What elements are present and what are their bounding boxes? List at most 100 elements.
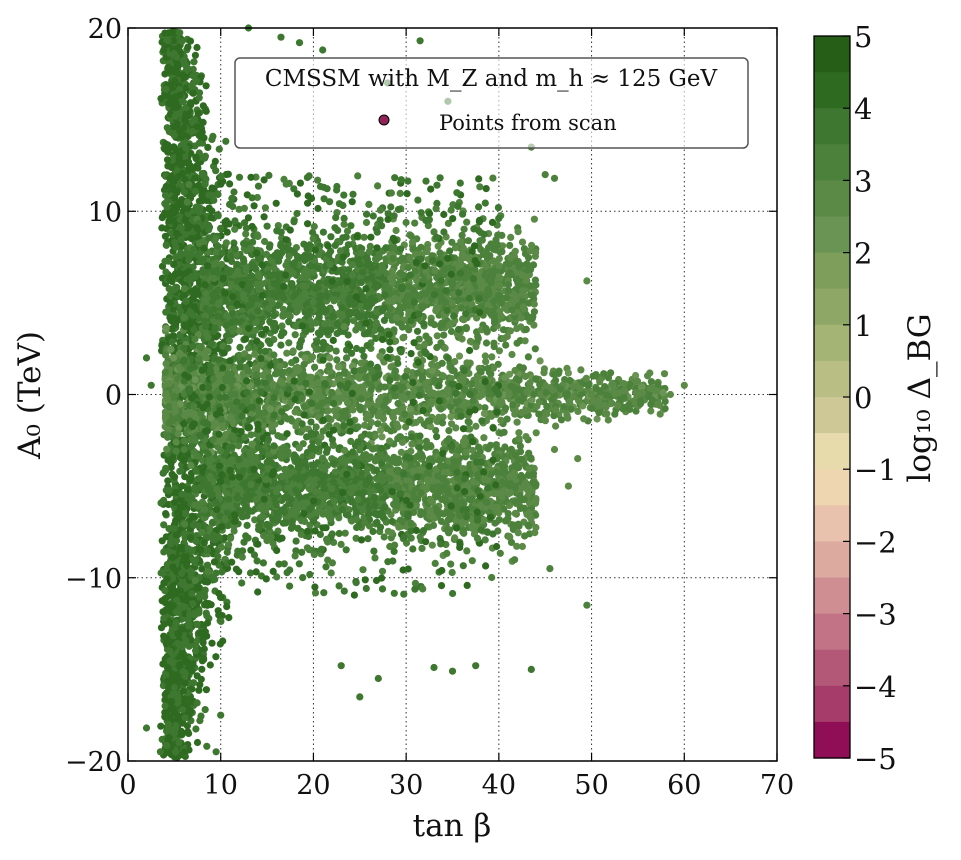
scatter-point: [203, 562, 210, 569]
scatter-point: [513, 275, 520, 282]
scatter-point: [180, 688, 187, 695]
scatter-point: [433, 344, 440, 351]
scatter-point: [194, 699, 201, 706]
scatter-point: [195, 687, 202, 694]
scatter-point: [190, 58, 197, 65]
scatter-point: [338, 295, 345, 302]
scatter-point: [187, 708, 194, 715]
scatter-point: [398, 320, 405, 327]
scatter-point: [178, 455, 185, 462]
scatter-point: [506, 269, 513, 276]
scatter-point: [514, 340, 521, 347]
scatter-point: [483, 339, 490, 346]
scatter-point: [417, 244, 424, 251]
scatter-point: [363, 219, 370, 226]
scatter-point: [232, 318, 239, 325]
scatter-point: [161, 70, 168, 77]
scatter-point: [440, 332, 447, 339]
scatter-point: [164, 156, 171, 163]
scatter-point: [271, 280, 278, 287]
scatter-point: [406, 255, 413, 262]
scatter-point: [531, 301, 538, 308]
scatter-point: [181, 749, 188, 756]
scatter-point: [191, 116, 198, 123]
scatter-point: [178, 570, 185, 577]
scatter-point: [163, 749, 170, 756]
scatter-point: [399, 334, 406, 341]
scatter-point: [162, 268, 169, 275]
scatter-point: [327, 233, 334, 240]
scatter-point: [165, 217, 172, 224]
scatter-point: [345, 241, 352, 248]
scatter-point: [208, 214, 215, 221]
scatter-point: [217, 618, 224, 625]
scatter-point: [359, 269, 366, 276]
scatter-point: [166, 276, 173, 283]
scatter-point: [477, 246, 484, 253]
scatter-point: [434, 304, 441, 311]
scatter-point: [172, 253, 179, 260]
scatter-point: [502, 342, 509, 349]
scatter-point: [363, 303, 370, 310]
scatter-point: [423, 290, 430, 297]
scatter-point: [202, 181, 209, 188]
scatter-point: [180, 503, 187, 510]
scatter-point: [194, 123, 201, 130]
scatter-point: [181, 658, 188, 665]
scatter-point: [519, 287, 526, 294]
scatter-point: [519, 239, 526, 246]
scatter-point: [196, 629, 203, 636]
scatter-point: [405, 283, 412, 290]
scatter-point: [223, 217, 230, 224]
scatter-point: [193, 77, 200, 84]
scatter-point: [332, 242, 339, 249]
scatter-point: [523, 277, 530, 284]
scatter-point: [178, 38, 185, 45]
scatter-point: [169, 338, 176, 345]
scatter-point: [381, 291, 388, 298]
scatter-point: [349, 261, 356, 268]
scatter-point: [356, 261, 363, 268]
scatter-point: [448, 239, 455, 246]
scatter-point: [442, 298, 449, 305]
scatter-point: [162, 86, 169, 93]
scatter-point: [236, 344, 243, 351]
scatter-point: [498, 232, 505, 239]
scatter-point: [193, 44, 200, 51]
scatter-point: [178, 491, 185, 498]
scatter-point: [160, 497, 167, 504]
scatter-point: [163, 635, 170, 642]
scatter-point: [171, 194, 178, 201]
scatter-point: [205, 600, 212, 607]
scatter-point: [171, 145, 178, 152]
scatter-point: [493, 242, 500, 249]
scatter-point: [520, 303, 527, 310]
scatter-point: [459, 232, 466, 239]
scatter-point: [358, 249, 365, 256]
scatter-point: [513, 325, 520, 332]
scatter-point: [330, 297, 337, 304]
scatter-point: [399, 255, 406, 262]
scatter-point: [190, 90, 197, 97]
scatter-point: [173, 93, 180, 100]
scatter-point: [483, 307, 490, 314]
scatter-point: [285, 311, 292, 318]
scatter-point: [165, 665, 172, 672]
scatter-point: [199, 170, 206, 177]
scatter-point: [265, 305, 272, 312]
scatter-point: [506, 242, 513, 249]
scatter-point: [178, 133, 185, 140]
scatter-point: [466, 285, 473, 292]
scatter-point: [163, 203, 170, 210]
scatter-point: [508, 351, 515, 358]
scatter-point: [278, 322, 285, 329]
scatter-point: [522, 337, 529, 344]
scatter-point: [212, 167, 219, 174]
scatter-point: [234, 261, 241, 268]
scatter-point: [169, 471, 176, 478]
scatter-point: [203, 686, 210, 693]
scatter-point: [375, 282, 382, 289]
scatter-point: [174, 120, 181, 127]
scatter-point: [178, 201, 185, 208]
